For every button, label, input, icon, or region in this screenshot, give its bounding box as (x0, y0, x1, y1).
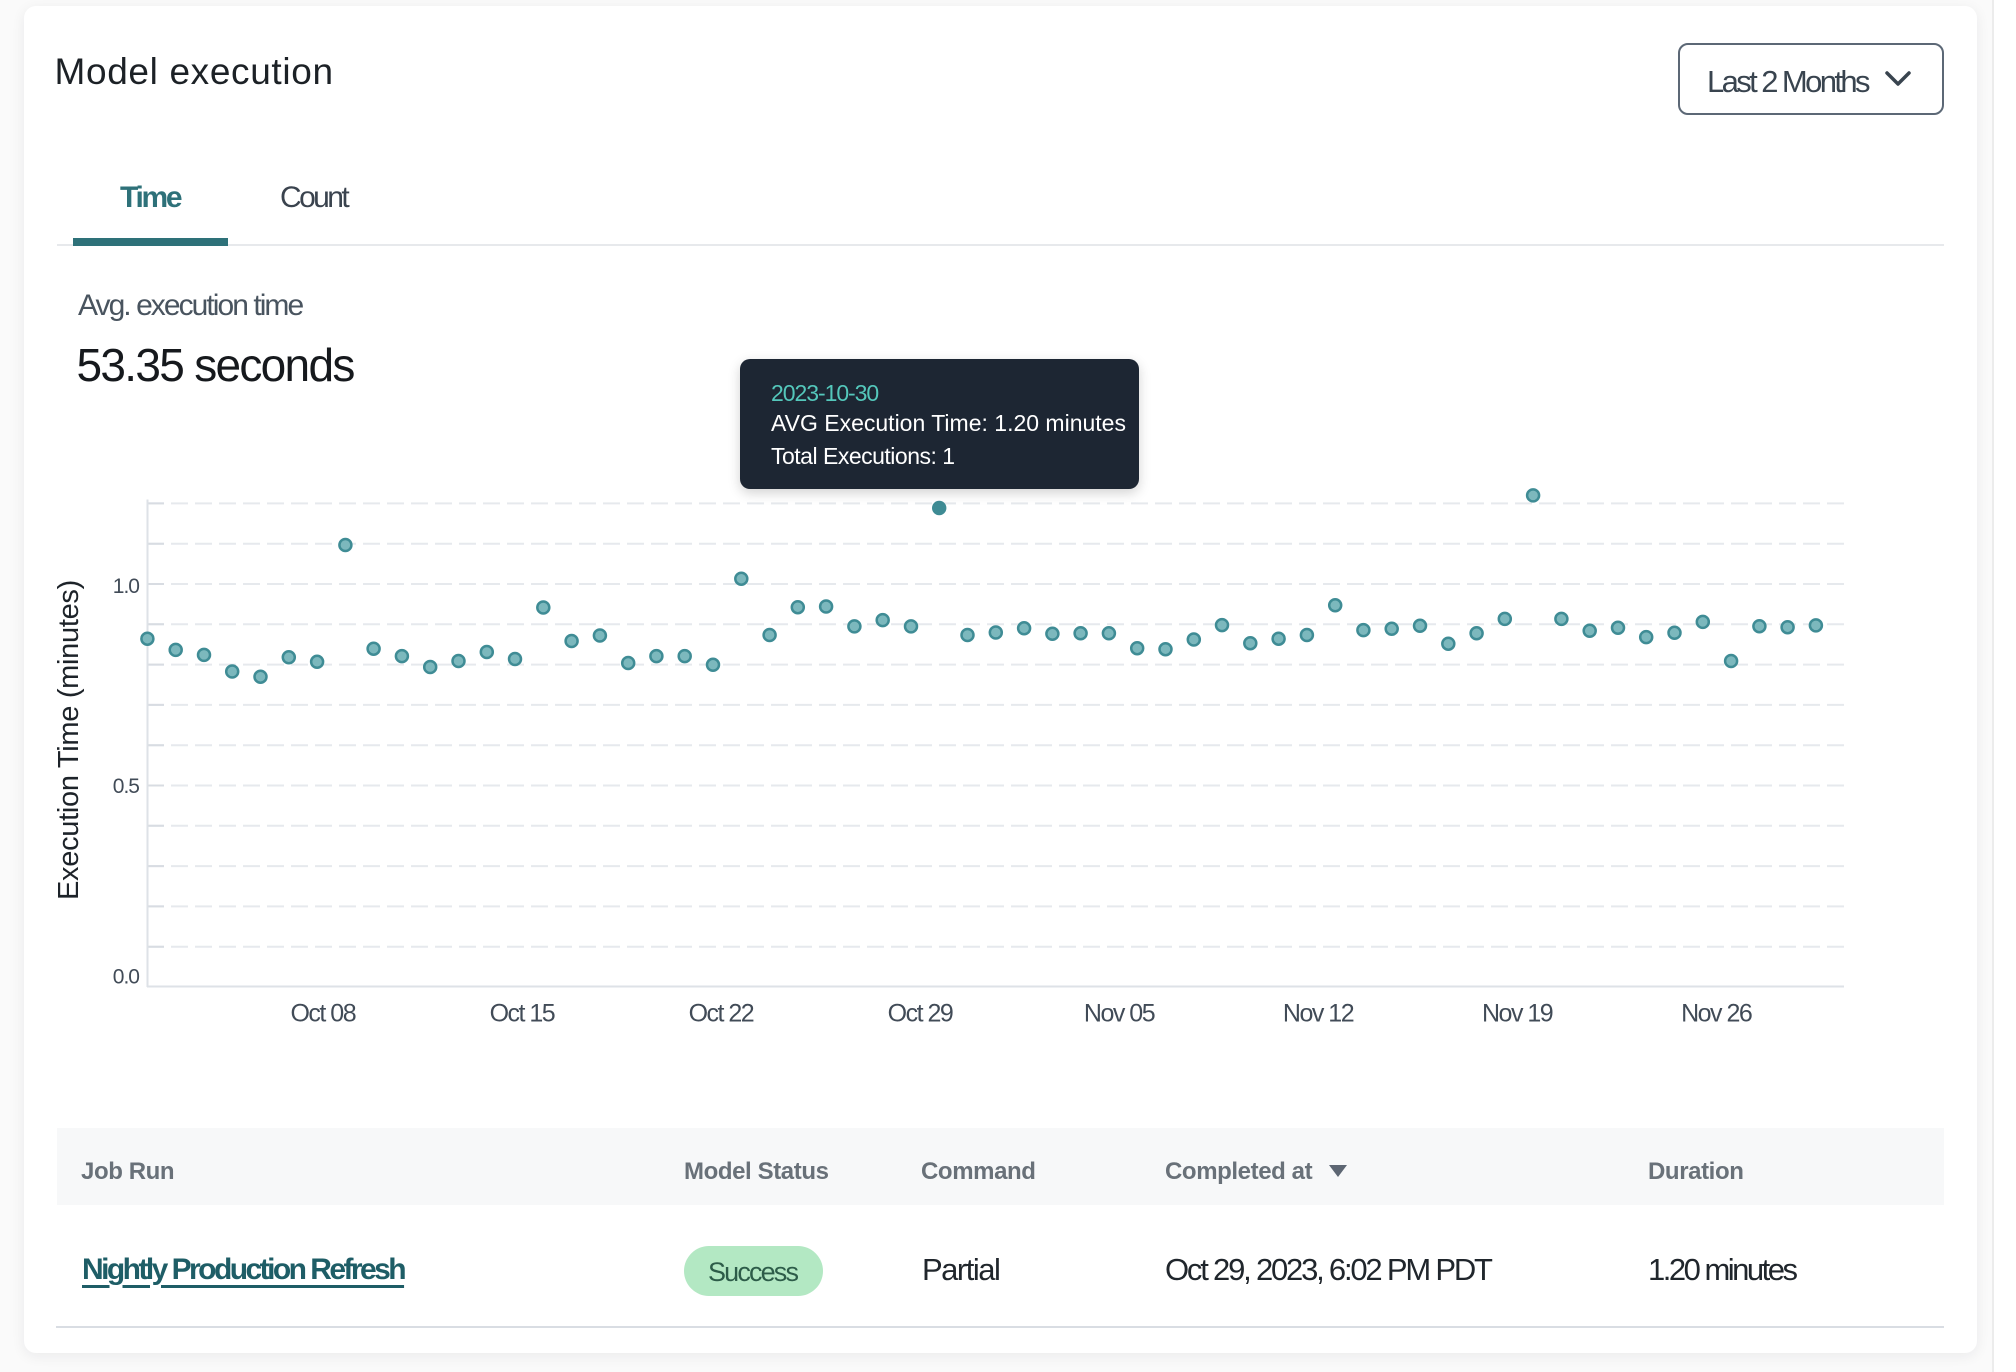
svg-text:Oct 29: Oct 29 (888, 1000, 953, 1028)
svg-text:Oct 08: Oct 08 (290, 1000, 355, 1028)
svg-text:Oct 15: Oct 15 (490, 1000, 555, 1028)
svg-text:Nov 12: Nov 12 (1283, 1000, 1354, 1028)
svg-text:1.0: 1.0 (113, 575, 140, 598)
svg-text:Nov 26: Nov 26 (1681, 1000, 1752, 1028)
svg-text:0.0: 0.0 (113, 966, 140, 989)
svg-text:Oct 22: Oct 22 (689, 1000, 754, 1028)
svg-text:Execution Time (minutes): Execution Time (minutes) (53, 580, 85, 900)
svg-text:Nov 05: Nov 05 (1084, 1000, 1155, 1028)
svg-text:0.5: 0.5 (113, 775, 140, 798)
svg-text:Nov 19: Nov 19 (1482, 1000, 1553, 1028)
